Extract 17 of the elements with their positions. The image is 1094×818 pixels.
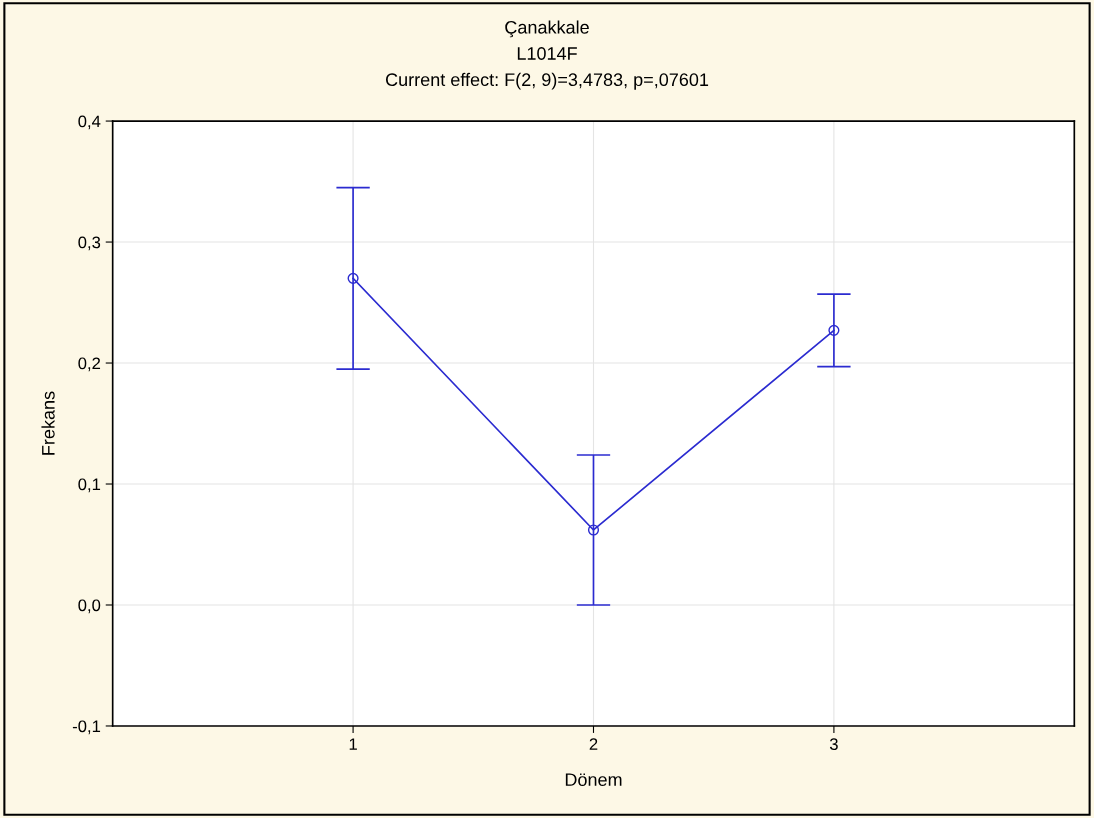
y-tick-label: 0,4 <box>78 115 101 130</box>
chart-title: Çanakkale <box>505 20 589 38</box>
y-axis-title: Frekans <box>41 391 55 455</box>
y-tick-label: 0,2 <box>78 357 101 372</box>
text: Current effect: F(2, 9)=3,4783, p=,07601 <box>385 72 709 90</box>
chart-subtitle: L1014F <box>517 47 577 60</box>
y-tick-label: 0,0 <box>78 599 101 614</box>
point <box>828 324 840 336</box>
y-tick-label: -0,1 <box>72 720 101 735</box>
point <box>587 524 600 536</box>
x-tick-label: 1 <box>349 738 357 750</box>
point <box>347 272 359 284</box>
x-axis-title: Dönem <box>565 773 622 787</box>
x-tick-label: 2 <box>589 738 598 750</box>
y-tick-label: 0,3 <box>78 236 101 251</box>
x-tick-label: 3 <box>829 738 838 751</box>
y-tick-label: 0,1 <box>78 478 101 493</box>
